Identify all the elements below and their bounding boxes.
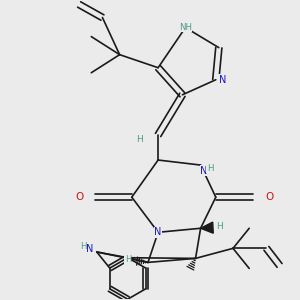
Text: H: H	[207, 164, 213, 172]
Text: O: O	[265, 192, 274, 202]
Text: H: H	[125, 255, 131, 264]
Text: O: O	[75, 192, 83, 202]
Text: N: N	[219, 75, 226, 85]
Text: NH: NH	[179, 23, 192, 32]
Text: H: H	[136, 136, 143, 145]
Text: N: N	[200, 166, 207, 176]
Text: H: H	[80, 242, 87, 251]
Text: N: N	[86, 244, 94, 254]
Text: N: N	[154, 227, 162, 237]
Polygon shape	[201, 222, 213, 233]
Text: H: H	[216, 222, 223, 231]
